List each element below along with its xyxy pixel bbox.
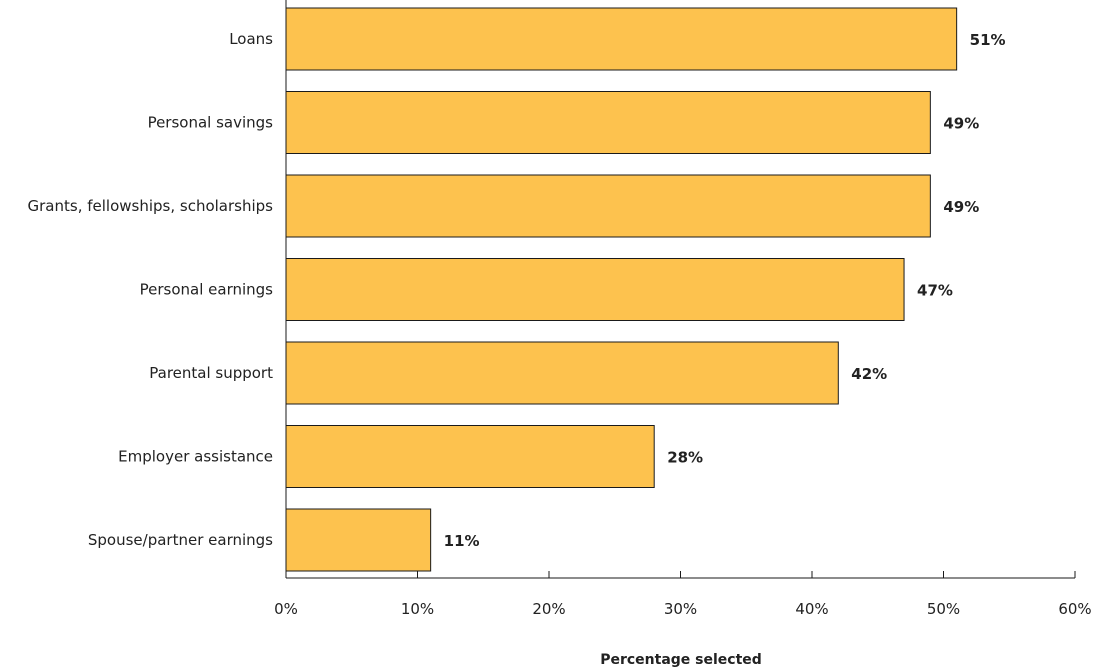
data-label-grants-fellowships-scholarships: 49% <box>943 198 979 216</box>
x-axis-title: Percentage selected <box>600 652 762 668</box>
bars <box>285 7 958 572</box>
data-label-personal-earnings: 47% <box>917 282 953 300</box>
category-label-spouse-partner-earnings: Spouse/partner earnings <box>88 531 273 549</box>
bar-loans <box>285 7 958 71</box>
bar-parental-support <box>285 341 839 405</box>
x-tick-label: 30% <box>664 600 697 618</box>
x-tick-label: 0% <box>274 600 298 618</box>
x-tick-label: 60% <box>1058 600 1091 618</box>
bar-spouse-partner-earnings <box>285 508 432 572</box>
category-label-parental-support: Parental support <box>149 364 273 382</box>
x-tick-label: 40% <box>795 600 828 618</box>
category-label-grants-fellowships-scholarships: Grants, fellowships, scholarships <box>28 197 274 215</box>
bar-employer-assistance <box>285 425 655 488</box>
data-label-employer-assistance: 28% <box>667 449 703 467</box>
x-tick-label: 10% <box>401 600 434 618</box>
data-label-loans: 51% <box>970 31 1006 49</box>
category-label-personal-earnings: Personal earnings <box>140 281 274 299</box>
x-tick-label: 50% <box>927 600 960 618</box>
data-label-parental-support: 42% <box>851 365 887 383</box>
category-label-employer-assistance: Employer assistance <box>118 448 273 466</box>
data-labels: 51% 49% 49% 47% 42% 28% 11% <box>444 31 1006 550</box>
data-label-personal-savings: 49% <box>943 115 979 133</box>
category-label-personal-savings: Personal savings <box>148 114 274 132</box>
bar-grants-fellowships-scholarships <box>285 174 931 238</box>
data-label-spouse-partner-earnings: 11% <box>444 532 480 550</box>
x-tick-label: 20% <box>532 600 565 618</box>
bar-personal-savings <box>285 91 931 154</box>
bar-personal-earnings <box>285 258 905 321</box>
x-axis: 0% 10% 20% 30% 40% 50% 60% <box>274 0 1092 618</box>
category-label-loans: Loans <box>229 30 273 48</box>
category-labels: Loans Personal savings Grants, fellowships… <box>28 30 274 549</box>
